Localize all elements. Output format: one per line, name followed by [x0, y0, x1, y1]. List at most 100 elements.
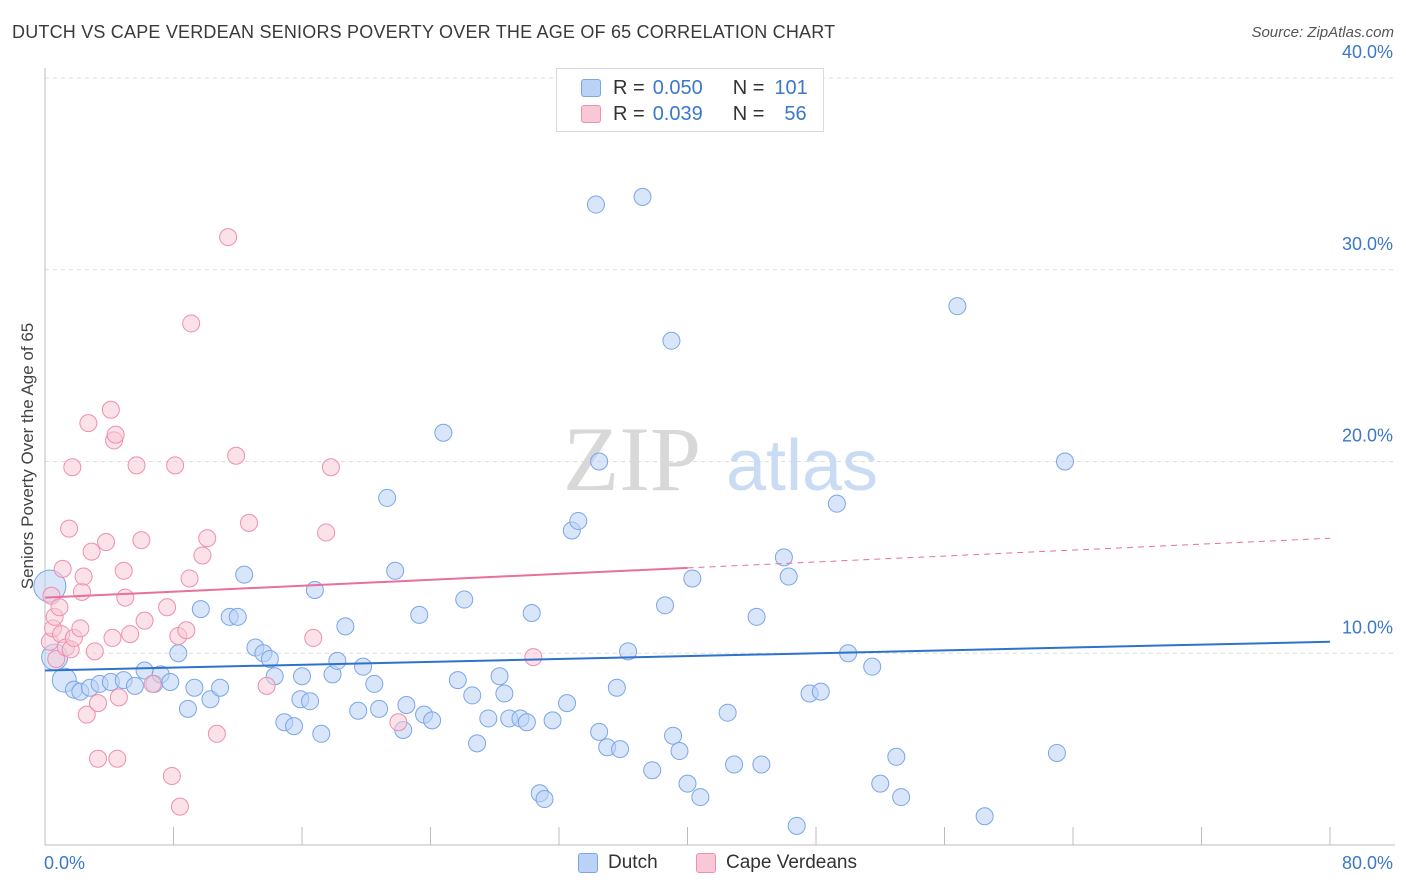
y-tick-label: 20.0% [1342, 426, 1393, 446]
cape-point [108, 749, 127, 768]
dutch-point [871, 774, 890, 793]
dutch-point [211, 678, 230, 697]
cape-point [106, 425, 125, 444]
dutch-point [787, 816, 806, 835]
dutch-point [691, 788, 710, 807]
dutch-point [378, 488, 397, 507]
dutch-point [293, 667, 311, 686]
cape-point [71, 619, 90, 638]
cape-point [116, 588, 135, 607]
dutch-point [662, 331, 681, 350]
bottom-legend-swatch-dutch [578, 853, 598, 873]
dutch-point [191, 600, 210, 619]
dutch-point [410, 605, 429, 624]
dutch-point [774, 548, 793, 567]
dutch-point [678, 774, 697, 793]
cape-point [127, 456, 146, 475]
cape-point [524, 648, 543, 667]
watermark: ZIP atlas [563, 408, 878, 510]
dutch-point [517, 713, 536, 732]
trend-line-dutch [44, 640, 1331, 672]
dutch-point [336, 617, 355, 636]
dutch-point [463, 686, 482, 705]
dutch-point [975, 807, 994, 826]
dutch-point [569, 511, 588, 530]
dutch-point [718, 703, 737, 722]
cape-point [97, 533, 116, 552]
dutch-point [301, 692, 320, 711]
dutch-point [656, 596, 675, 615]
cape-point [103, 628, 122, 647]
dutch-point [611, 740, 630, 759]
dutch-point [169, 644, 188, 663]
bottom-legend-swatch-cape [696, 853, 716, 873]
cape-point [177, 621, 196, 640]
bottom-legend-dutch: Dutch [578, 852, 658, 874]
cape-point [162, 766, 181, 785]
dutch-point [349, 701, 368, 720]
dutch-point [619, 642, 638, 661]
x-tick-label: 0.0% [44, 853, 85, 873]
dutch-point [590, 452, 609, 471]
dutch-point [479, 709, 498, 728]
dutch-point [558, 694, 577, 713]
cape-point [53, 559, 72, 578]
dutch-point [185, 678, 204, 697]
dutch-point [811, 682, 830, 701]
cape-point [193, 546, 212, 565]
dutch-point [607, 678, 626, 697]
cape-point [180, 569, 199, 588]
cape-point [47, 650, 66, 669]
watermark-atlas: atlas [726, 426, 878, 506]
dutch-point [468, 734, 487, 753]
cape-point [304, 628, 323, 647]
dutch-point [535, 789, 554, 808]
dutch-point [397, 696, 416, 715]
cape-point [170, 797, 189, 816]
watermark-zip: ZIP [563, 408, 701, 510]
cape-point [321, 458, 340, 477]
legend-r-value: 0.050 [652, 76, 703, 99]
cape-point [317, 523, 336, 542]
bottom-legend-label-dutch: Dutch [608, 852, 658, 873]
dutch-point [725, 755, 744, 774]
legend-n-label: N = [732, 102, 765, 125]
cape-point [143, 674, 162, 693]
dutch-point [423, 711, 442, 730]
dutch-point [490, 667, 509, 686]
dutch-point [434, 423, 453, 442]
dutch-point [125, 676, 144, 695]
dutch-point [284, 717, 303, 736]
legend: R = 0.050 N = 101 R = 0.039 N = 56 [556, 68, 824, 132]
dutch-point [948, 297, 967, 316]
dutch-point [365, 674, 384, 693]
legend-n-value: 56 [784, 102, 807, 125]
dutch-point [312, 724, 331, 743]
cape-point [227, 446, 246, 465]
dutch-point [664, 726, 683, 745]
trend-line-cape [44, 566, 688, 599]
dutch-point [590, 722, 609, 741]
dutch-point [178, 699, 197, 718]
legend-r-value: 0.039 [652, 102, 703, 125]
cape-point [219, 228, 238, 247]
dutch-point [633, 187, 652, 206]
bottom-legend: Dutch Cape Verdeans [0, 852, 1406, 876]
cape-point [72, 582, 91, 601]
cape-point [109, 688, 128, 707]
dutch-point [386, 561, 405, 580]
legend-r-label: R = [613, 76, 645, 99]
dutch-point [892, 788, 911, 807]
cape-point [50, 598, 69, 617]
chart-title: DUTCH VS CAPE VERDEAN SENIORS POVERTY OV… [12, 22, 836, 42]
dutch-point [670, 742, 689, 761]
dutch-point [1055, 452, 1074, 471]
dutch-point [448, 671, 467, 690]
cape-point [60, 519, 79, 538]
dutch-point [354, 657, 373, 676]
dutch-point [747, 607, 766, 626]
cape-point [89, 694, 108, 713]
dutch-point [683, 569, 702, 588]
dutch-point [522, 603, 541, 622]
dutch-point [228, 607, 247, 626]
